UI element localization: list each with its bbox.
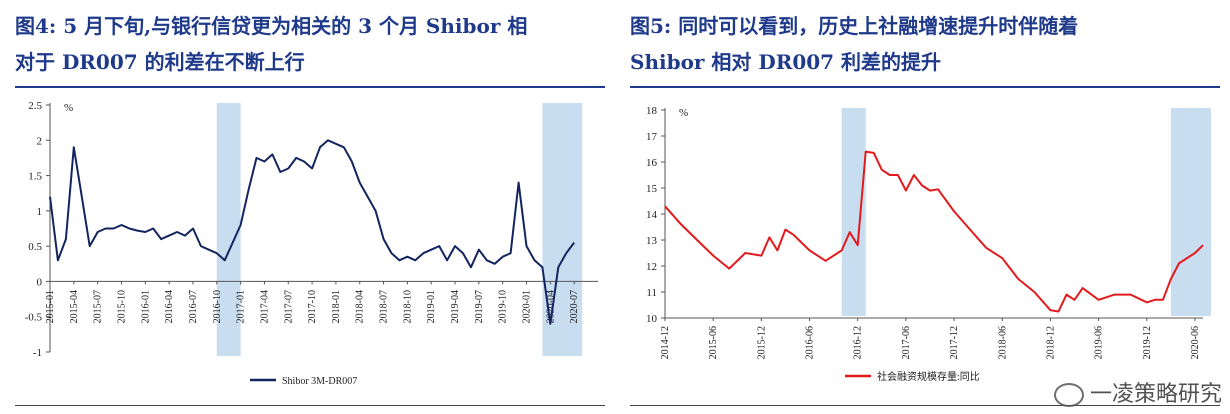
x-tick-label: 2015-04 bbox=[69, 290, 80, 323]
chart-panel-right: 图5: 同时可以看到，历史上社融增速提升时伴随着 Shibor 相对 DR007… bbox=[615, 0, 1230, 414]
x-tick-label: 2016-06 bbox=[805, 326, 816, 359]
chart-title-line-1: 图4: 5 月下旬,与银行信贷更为相关的 3 个月 Shibor 相 bbox=[15, 14, 528, 38]
shaded-period bbox=[841, 108, 866, 316]
x-tick-label: 2020-01 bbox=[522, 290, 533, 323]
x-tick-label: 2015-12 bbox=[756, 326, 767, 359]
y-tick-label: 2 bbox=[37, 135, 43, 147]
watermark-text: 一凌策略研究 bbox=[1089, 382, 1222, 407]
chart-right-plot: 18 17 16 15 14 13 12 11 10% 2014-12 2015-06 2015-12… bbox=[646, 105, 1212, 383]
title-divider bbox=[630, 86, 1220, 88]
x-tick-label: 2019-01 bbox=[426, 290, 437, 323]
y-tick-label: 15 bbox=[646, 183, 658, 195]
chart-left-plot: 2.5 2 1.5 1 0.5 0 -0.5 -1% 2015-01 2015-04 2015-07… bbox=[25, 100, 598, 387]
x-tick-label: 2018-06 bbox=[997, 326, 1008, 359]
y-tick-label: 1 bbox=[37, 206, 43, 218]
y-tick-label: 12 bbox=[646, 261, 657, 273]
x-tick-label: 2017-01 bbox=[236, 290, 247, 323]
x-tick-label: 2019-07 bbox=[474, 290, 485, 323]
series-line bbox=[664, 150, 1204, 313]
watermark: 一凌策略研究 bbox=[1053, 376, 1222, 408]
title-divider bbox=[15, 86, 605, 88]
chart-title-line-1: 图5: 同时可以看到，历史上社融增速提升时伴随着 bbox=[630, 14, 1079, 38]
y-tick-label: 10 bbox=[646, 313, 658, 325]
y-tick-label: 18 bbox=[646, 105, 658, 117]
y-unit-label: % bbox=[679, 107, 688, 119]
x-tick-label: 2018-01 bbox=[331, 290, 342, 323]
x-tick-label: 2016-12 bbox=[853, 326, 864, 359]
y-tick-label: 17 bbox=[646, 131, 658, 143]
x-tick-label: 2016-07 bbox=[188, 290, 199, 323]
x-tick-label: 2020-04 bbox=[545, 290, 556, 323]
x-tick-label: 2019-10 bbox=[498, 290, 509, 323]
y-unit-label: % bbox=[64, 102, 73, 114]
x-tick-label: 2015-10 bbox=[116, 290, 127, 323]
y-tick-label: 14 bbox=[646, 209, 658, 221]
y-tick-label: 13 bbox=[646, 235, 658, 247]
x-tick-label: 2017-06 bbox=[901, 326, 912, 359]
x-tick-label: 2017-12 bbox=[949, 326, 960, 359]
x-tick-label: 2018-07 bbox=[379, 290, 390, 323]
x-tick-label: 2018-12 bbox=[1045, 326, 1056, 359]
chart-title: 图4: 5 月下旬,与银行信贷更为相关的 3 个月 Shibor 相 对于 DR… bbox=[15, 8, 605, 80]
legend-label: Shibor 3M-DR007 bbox=[282, 376, 357, 387]
x-tick-label: 2020-06 bbox=[1190, 326, 1201, 359]
x-tick-label: 2017-04 bbox=[259, 290, 270, 323]
series-line bbox=[49, 139, 575, 325]
x-tick-label: 2017-07 bbox=[283, 290, 294, 323]
shaded-period bbox=[216, 103, 241, 356]
bottom-divider bbox=[630, 405, 1220, 406]
x-tick-label: 2015-07 bbox=[93, 290, 104, 323]
x-tick-label: 2019-12 bbox=[1142, 326, 1153, 359]
x-tick-label: 2015-01 bbox=[45, 290, 56, 323]
x-tick-label: 2015-06 bbox=[708, 326, 719, 359]
x-tick-label: 2016-01 bbox=[140, 290, 151, 323]
legend-label: 社会融资规模存量:同比 bbox=[877, 370, 980, 383]
y-tick-label: 2.5 bbox=[28, 100, 42, 112]
x-tick-label: 2019-04 bbox=[450, 290, 461, 323]
wechat-icon bbox=[1053, 383, 1084, 407]
y-tick-label: 11 bbox=[646, 287, 657, 299]
chart-title-line-2: Shibor 相对 DR007 利差的提升 bbox=[630, 50, 942, 74]
chart-title: 图5: 同时可以看到，历史上社融增速提升时伴随着 Shibor 相对 DR007… bbox=[630, 8, 1220, 80]
x-tick-label: 2017-10 bbox=[307, 290, 318, 323]
y-tick-label: 1.5 bbox=[28, 171, 42, 183]
y-tick-label: 16 bbox=[646, 157, 658, 169]
x-tick-label: 2020-07 bbox=[569, 290, 580, 323]
y-tick-label: 0 bbox=[37, 276, 43, 288]
bottom-divider bbox=[15, 405, 605, 406]
x-tick-label: 2019-06 bbox=[1094, 326, 1105, 359]
x-tick-label: 2016-10 bbox=[212, 290, 223, 323]
x-tick-label: 2014-12 bbox=[660, 326, 671, 359]
chart-panel-left: 图4: 5 月下旬,与银行信贷更为相关的 3 个月 Shibor 相 对于 DR… bbox=[15, 8, 605, 406]
x-tick-label: 2018-04 bbox=[355, 290, 366, 323]
shaded-period bbox=[1170, 108, 1212, 316]
y-tick-label: -1 bbox=[33, 347, 42, 359]
x-tick-label: 2016-04 bbox=[164, 290, 175, 323]
y-tick-label: 0.5 bbox=[28, 241, 42, 253]
chart-title-line-2: 对于 DR007 的利差在不断上行 bbox=[15, 50, 305, 74]
y-tick-label: -0.5 bbox=[25, 312, 43, 324]
x-tick-label: 2018-10 bbox=[402, 290, 413, 323]
